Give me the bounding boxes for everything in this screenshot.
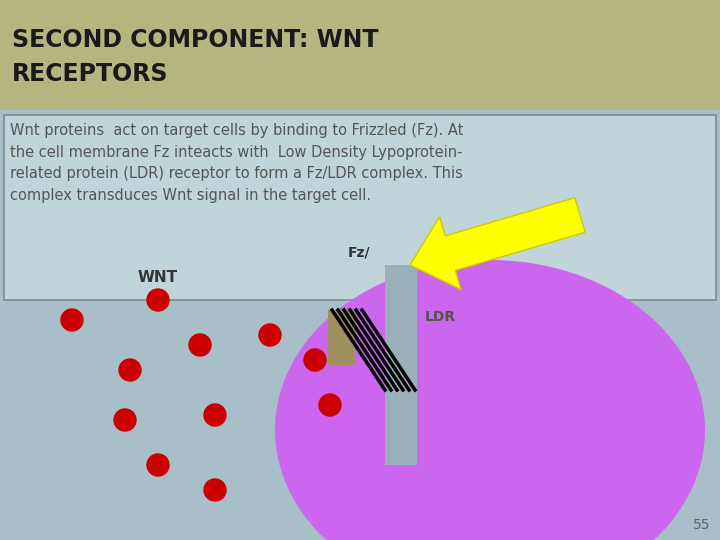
Bar [385,265,417,465]
Circle shape [189,334,211,356]
Text: LDR: LDR [425,310,456,324]
Circle shape [319,394,341,416]
Bar [328,310,356,365]
Bar [4,115,716,300]
Polygon shape [410,198,585,289]
Circle shape [119,359,141,381]
Circle shape [204,404,226,426]
Text: SECOND COMPONENT: WNT: SECOND COMPONENT: WNT [12,28,379,52]
Text: 55: 55 [693,518,710,532]
Circle shape [304,349,326,371]
Circle shape [114,409,136,431]
Circle shape [147,454,169,476]
Circle shape [259,324,281,346]
Circle shape [204,479,226,501]
Circle shape [147,289,169,311]
Text: Wnt proteins  act on target cells by binding to Frizzled (Fz). At
the cell membr: Wnt proteins act on target cells by bind… [10,123,464,203]
Text: Fz/: Fz/ [348,245,371,259]
Circle shape [61,309,83,331]
Bar [0,0,720,110]
Text: RECEPTORS: RECEPTORS [12,62,168,86]
Ellipse shape [275,260,705,540]
Text: WNT: WNT [138,270,178,285]
